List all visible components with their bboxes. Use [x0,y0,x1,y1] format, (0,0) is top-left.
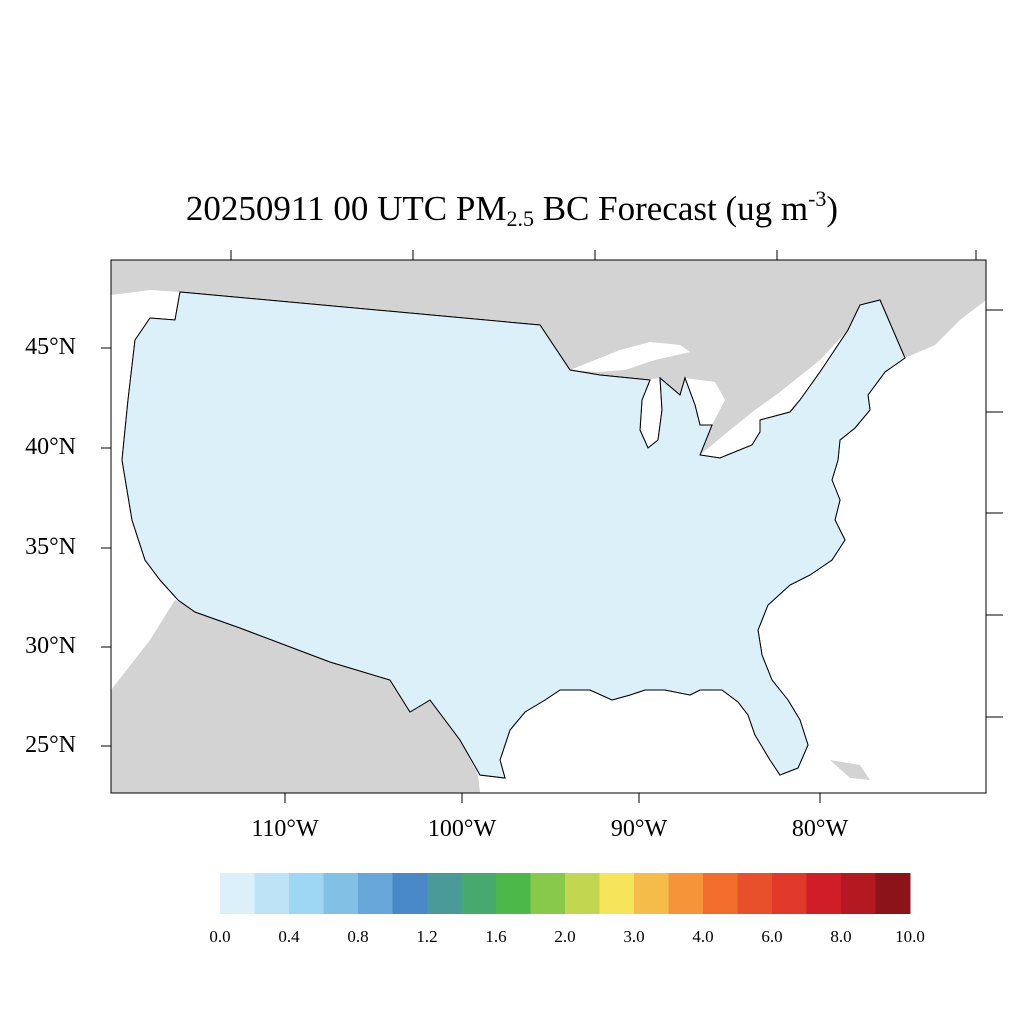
colorbar-box [358,873,393,914]
axis-ticks [101,250,1003,803]
colorbar-box [634,873,669,914]
mexico-landmass [111,600,480,793]
lake-michigan [640,378,662,448]
lon-label-90: 90°W [610,816,668,842]
colorbar-box [496,873,531,914]
colorbar-box [875,873,911,914]
colorbar-label: 1.6 [485,927,507,946]
colorbar-label: 6.0 [761,927,783,946]
map-title: 20250911 00 UTC PM2.5 BC Forecast (ug m-… [185,186,839,231]
colorbar-box [392,873,428,914]
cuba-landmass [830,760,870,780]
lat-label-40: 40°N [25,434,76,460]
map-frame [110,259,987,794]
colorbar-box [427,873,462,914]
colorbar-box [461,873,497,914]
colorbar-label: 0.0 [209,927,231,946]
lat-label-25: 25°N [25,732,76,758]
colorbar-box [565,873,600,914]
colorbar-label: 3.0 [623,927,645,946]
colorbar-box [806,873,842,914]
lat-label-35: 35°N [25,534,76,560]
colorbar-label: 0.4 [278,927,300,946]
colorbar-label: 2.0 [554,927,576,946]
colorbar-box [703,873,738,914]
colorbar [220,873,911,914]
colorbar-box [841,873,876,914]
colorbar-label: 0.8 [347,927,369,946]
colorbar-box [254,873,290,914]
lon-label-100: 100°W [427,816,497,842]
lake-superior [570,342,690,372]
canada-landmass [111,260,986,455]
colorbar-label: 8.0 [830,927,852,946]
colorbar-box [323,873,359,914]
colorbar-label: 1.2 [416,927,438,946]
lat-label-45: 45°N [25,334,76,360]
colorbar-box [220,873,255,914]
lon-label-110: 110°W [251,816,319,842]
colorbar-box [668,873,704,914]
lake-erie [700,432,760,458]
colorbar-label: 4.0 [692,927,714,946]
colorbar-box [772,873,807,914]
colorbar-box [289,873,324,914]
colorbar-label: 10.0 [895,927,925,946]
lat-label-30: 30°N [25,633,76,659]
colorbar-box [599,873,635,914]
lake-huron [685,378,725,425]
colorbar-box [530,873,566,914]
lon-label-80: 80°W [791,816,849,842]
colorbar-box [737,873,773,914]
